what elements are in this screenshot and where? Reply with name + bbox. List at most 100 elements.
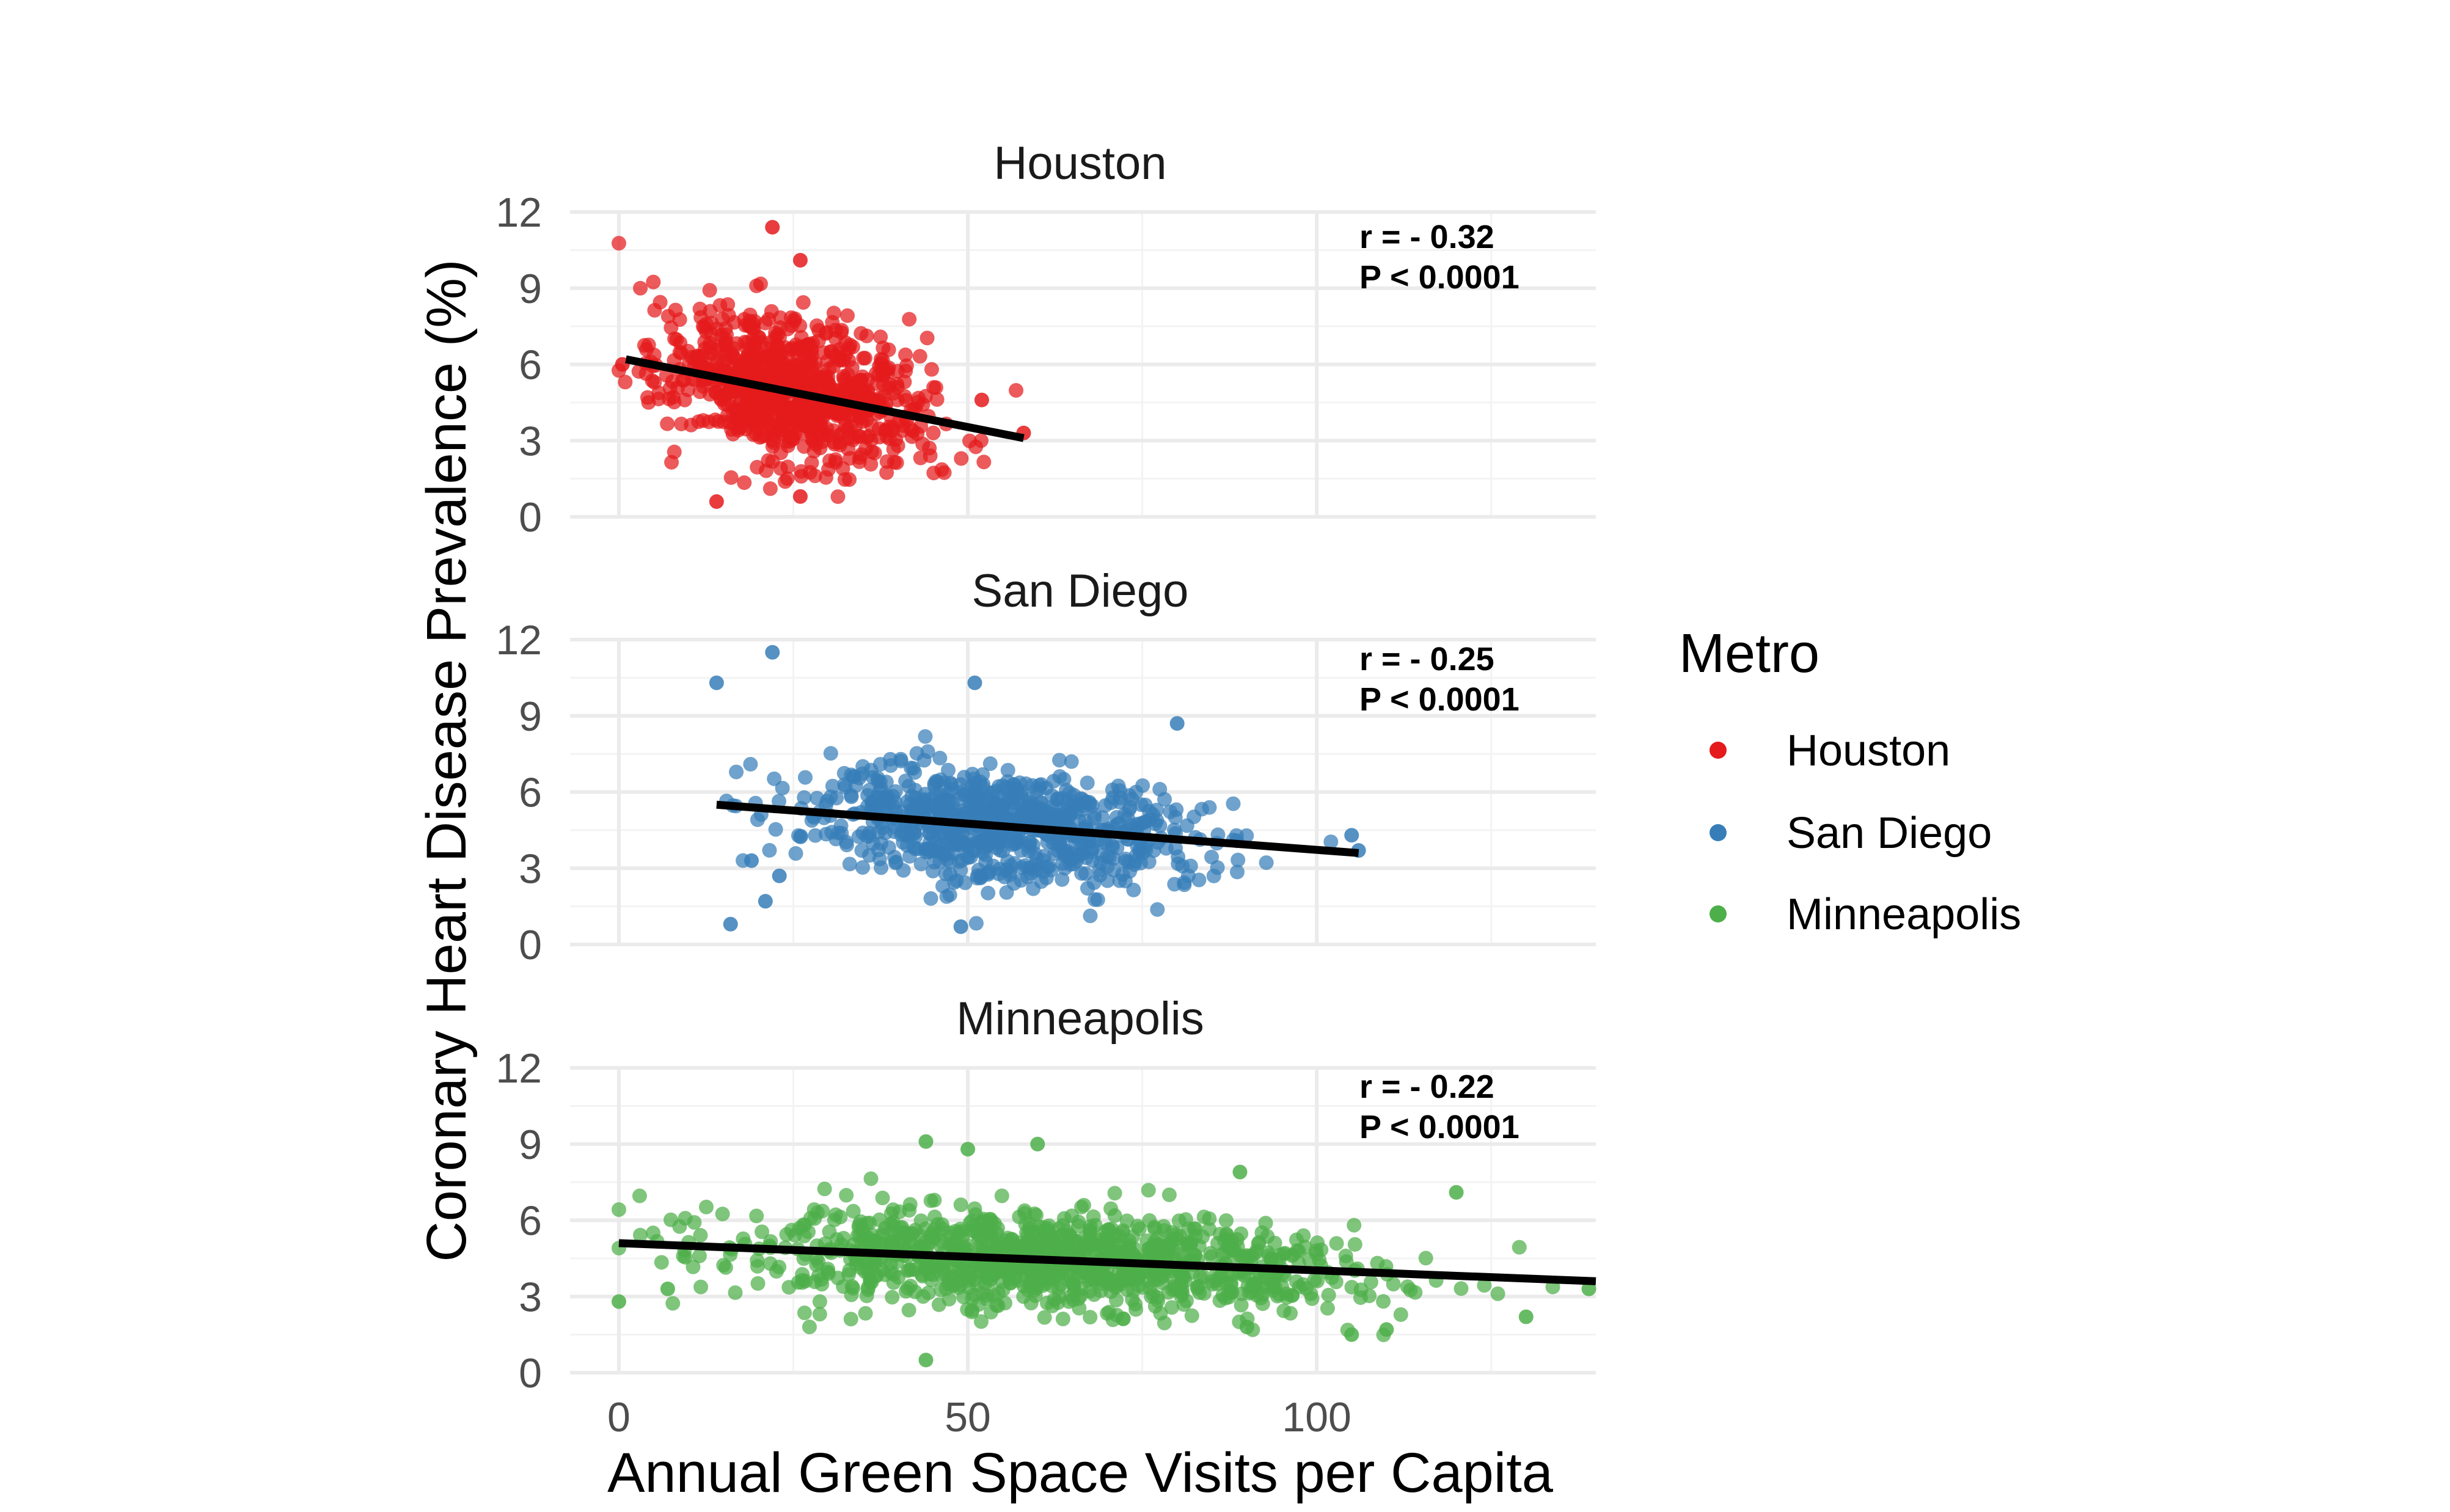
scatter-point-minneapolis bbox=[1165, 1232, 1180, 1247]
scatter-point-san-diego bbox=[788, 846, 803, 861]
scatter-point-minneapolis bbox=[960, 1142, 976, 1157]
scatter-point-minneapolis bbox=[1581, 1281, 1596, 1296]
scatter-point-san-diego bbox=[1129, 817, 1144, 832]
scatter-point-minneapolis bbox=[750, 1276, 766, 1291]
scatter-point-minneapolis bbox=[1215, 1246, 1230, 1262]
scatter-point-minneapolis bbox=[1449, 1185, 1464, 1200]
scatter-point-minneapolis bbox=[923, 1193, 938, 1208]
scatter-point-minneapolis bbox=[1376, 1294, 1391, 1309]
scatter-point-san-diego bbox=[1003, 858, 1018, 874]
scatter-point-san-diego bbox=[978, 854, 993, 869]
scatter-point-minneapolis bbox=[1221, 1290, 1237, 1305]
scatter-point-minneapolis bbox=[900, 1228, 915, 1243]
scatter-point-houston bbox=[881, 380, 896, 395]
scatter-point-minneapolis bbox=[1490, 1286, 1505, 1301]
scatter-point-san-diego bbox=[909, 746, 924, 761]
x-tick-label: 0 bbox=[607, 1394, 631, 1441]
scatter-point-minneapolis bbox=[1116, 1311, 1131, 1326]
scatter-point-san-diego bbox=[772, 868, 787, 883]
scatter-point-san-diego bbox=[910, 796, 925, 811]
scatter-point-minneapolis bbox=[1055, 1312, 1070, 1327]
scatter-point-minneapolis bbox=[861, 1230, 876, 1246]
scatter-point-houston bbox=[742, 396, 758, 411]
facet-title-houston: Houston bbox=[993, 137, 1166, 189]
scatter-point-houston bbox=[787, 311, 802, 326]
scatter-point-minneapolis bbox=[1347, 1236, 1362, 1252]
scatter-point-san-diego bbox=[1229, 864, 1245, 880]
scatter-point-houston bbox=[749, 420, 764, 436]
scatter-point-houston bbox=[732, 420, 747, 436]
scatter-point-minneapolis bbox=[1030, 1136, 1045, 1152]
scatter-point-houston bbox=[672, 312, 687, 327]
legend-label-san-diego: San Diego bbox=[1786, 809, 1992, 858]
scatter-point-san-diego bbox=[938, 866, 953, 882]
labels-layer: 0 3 6 9 12 0 3 6 9 12 0 3 6 9 12 0 50 100 bbox=[495, 189, 1351, 1441]
scatter-point-minneapolis bbox=[885, 1290, 900, 1305]
scatter-point-houston bbox=[839, 431, 855, 447]
scatter-point-houston bbox=[839, 308, 855, 323]
scatter-point-san-diego bbox=[994, 790, 1009, 805]
scatter-point-houston bbox=[740, 341, 755, 357]
scatter-point-houston bbox=[792, 253, 808, 268]
scatter-point-houston bbox=[667, 444, 682, 459]
scatter-point-san-diego bbox=[987, 831, 1003, 847]
scatter-point-san-diego bbox=[1106, 863, 1122, 878]
scatter-point-minneapolis bbox=[839, 1188, 854, 1203]
scatter-point-minneapolis bbox=[863, 1275, 878, 1290]
scatter-point-minneapolis bbox=[1056, 1211, 1072, 1226]
scatter-point-san-diego bbox=[1168, 841, 1183, 856]
scatter-point-minneapolis bbox=[1310, 1273, 1325, 1288]
scatter-point-minneapolis bbox=[1267, 1235, 1282, 1251]
scatter-point-san-diego bbox=[992, 842, 1007, 858]
scatter-point-houston bbox=[854, 447, 869, 462]
scatter-point-minneapolis bbox=[1191, 1279, 1207, 1294]
scatter-point-san-diego bbox=[1167, 877, 1182, 892]
scatter-point-houston bbox=[720, 297, 736, 312]
scatter-point-houston bbox=[611, 236, 626, 251]
legend-key-houston bbox=[1710, 742, 1727, 759]
scatter-point-minneapolis bbox=[902, 1262, 917, 1277]
scatter-point-san-diego bbox=[709, 675, 724, 690]
facet-title-san-diego: San Diego bbox=[972, 565, 1189, 617]
scatter-point-san-diego bbox=[883, 758, 898, 773]
scatter-point-minneapolis bbox=[687, 1214, 702, 1230]
scatter-point-san-diego bbox=[1016, 800, 1031, 815]
scatter-point-san-diego bbox=[750, 812, 765, 827]
scatter-point-houston bbox=[792, 489, 808, 504]
scatter-point-houston bbox=[898, 347, 913, 362]
scatter-point-houston bbox=[929, 392, 945, 407]
scatter-point-san-diego bbox=[905, 761, 921, 776]
scatter-point-houston bbox=[821, 428, 836, 443]
scatter-point-houston bbox=[673, 335, 688, 351]
scatter-point-minneapolis bbox=[1266, 1282, 1281, 1298]
scatter-point-san-diego bbox=[837, 777, 852, 792]
scatter-point-minneapolis bbox=[1512, 1240, 1527, 1255]
scatter-point-san-diego bbox=[871, 824, 887, 839]
scatter-point-san-diego bbox=[913, 856, 929, 872]
scatter-point-houston bbox=[758, 315, 773, 331]
scatter-point-houston bbox=[881, 360, 896, 375]
scatter-point-minneapolis bbox=[1050, 1295, 1066, 1310]
scatter-point-minneapolis bbox=[1087, 1263, 1102, 1279]
scatter-point-minneapolis bbox=[693, 1279, 709, 1295]
scatter-point-minneapolis bbox=[692, 1248, 707, 1263]
scatter-point-houston bbox=[640, 390, 655, 405]
scatter-point-san-diego bbox=[854, 843, 869, 858]
scatter-point-san-diego bbox=[729, 764, 744, 780]
scatter-point-houston bbox=[689, 348, 704, 363]
scatter-point-minneapolis bbox=[863, 1171, 879, 1186]
scatter-point-minneapolis bbox=[988, 1260, 1003, 1275]
scatter-point-san-diego bbox=[855, 860, 870, 875]
scatter-point-minneapolis bbox=[1403, 1282, 1418, 1298]
scatter-point-san-diego bbox=[953, 863, 968, 878]
scatter-point-san-diego bbox=[953, 919, 968, 934]
scatter-point-san-diego bbox=[1323, 835, 1339, 850]
scatter-point-minneapolis bbox=[693, 1228, 708, 1243]
scatter-point-houston bbox=[794, 469, 809, 484]
scatter-point-san-diego bbox=[791, 828, 806, 843]
scatter-point-minneapolis bbox=[1083, 1310, 1098, 1325]
scatter-point-houston bbox=[737, 475, 752, 491]
scatter-point-minneapolis bbox=[858, 1306, 873, 1321]
scatter-point-san-diego bbox=[1098, 835, 1113, 850]
scatter-point-minneapolis bbox=[632, 1188, 647, 1203]
